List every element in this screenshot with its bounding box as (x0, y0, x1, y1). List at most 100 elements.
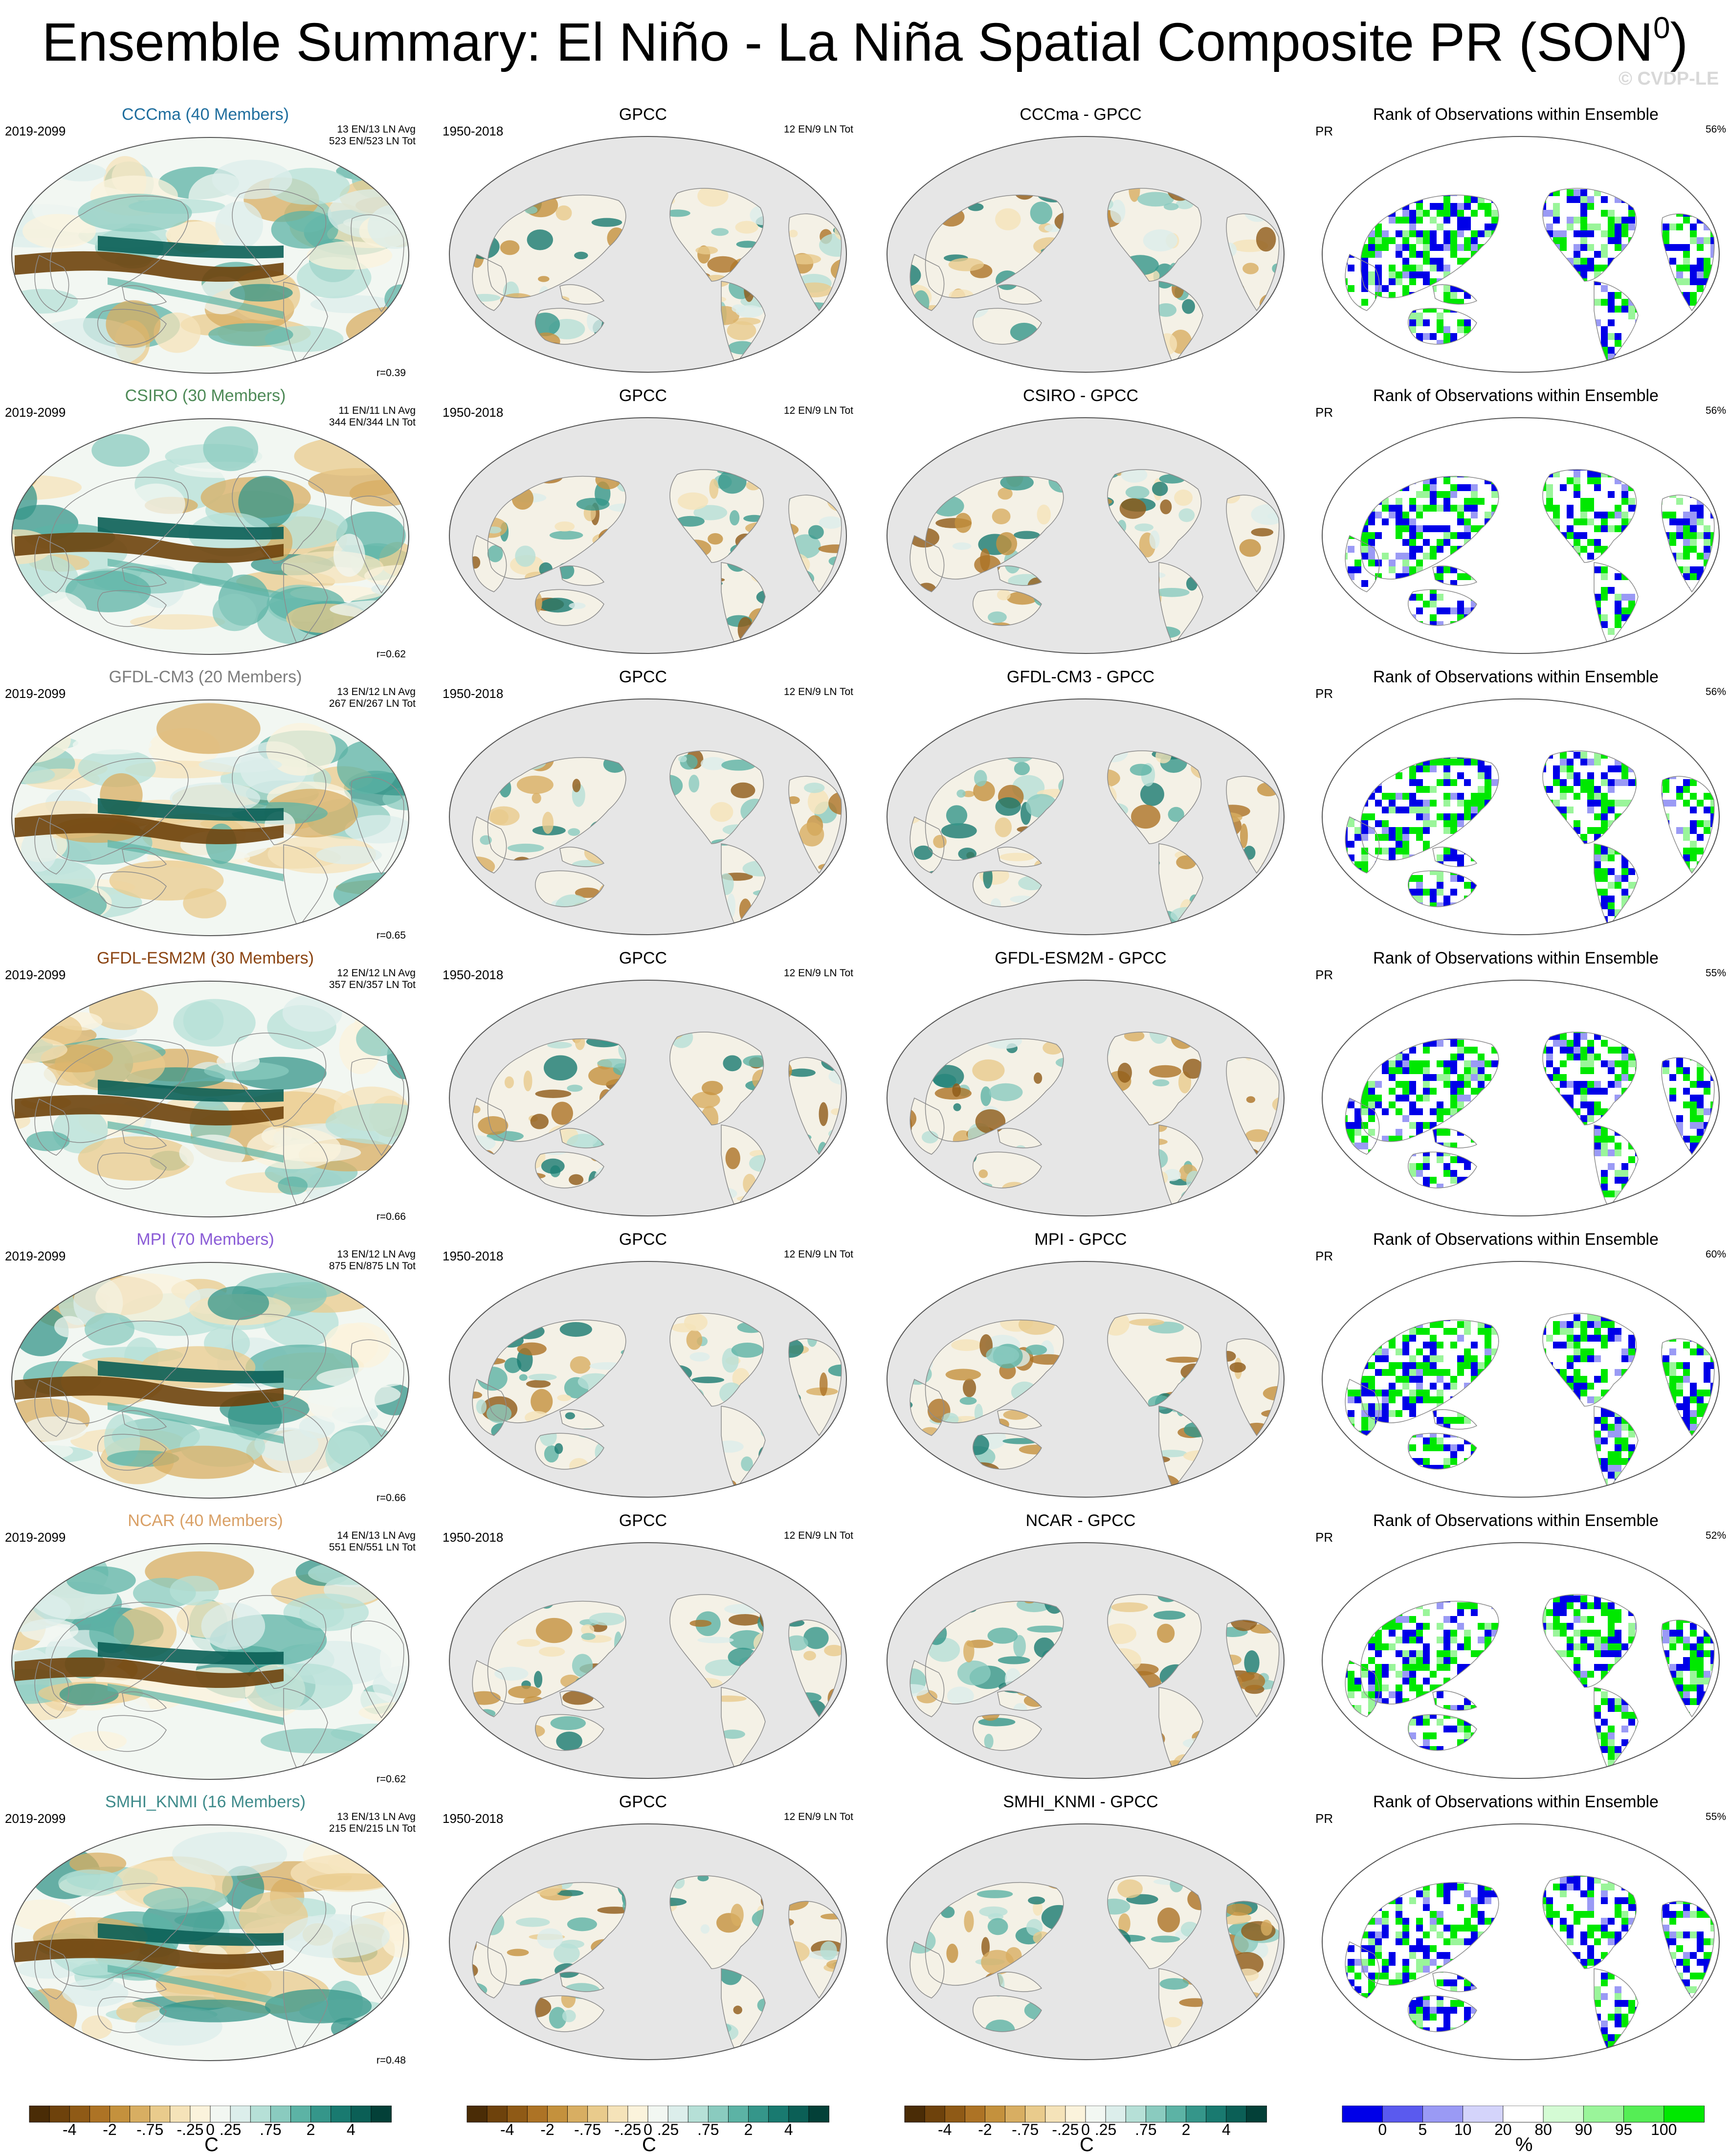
obs-map (447, 416, 848, 655)
colorbar-swatch (965, 2106, 985, 2122)
colorbar-tick-label: -2 (978, 2121, 992, 2135)
rank-map (1320, 978, 1721, 1218)
colorbar-tick-label: 20 (1494, 2121, 1512, 2135)
colorbar-tick-label: -.75 (1012, 2121, 1039, 2135)
colorbar-swatch (331, 2106, 352, 2122)
rank-percent: 55% (1706, 1811, 1726, 1823)
diff-panel: GFDL-CM3 - GPCC (880, 668, 1291, 942)
rank-map (1320, 135, 1721, 374)
colorbar-swatch (1005, 2106, 1026, 2122)
colorbar-swatch (568, 2106, 588, 2122)
avg-count: 13 EN/12 LN Avg (329, 686, 416, 698)
counts-label: 12 EN/9 LN Tot (784, 1530, 853, 1542)
colorbar-tick-label: -2 (540, 2121, 554, 2135)
colorbar-swatch (668, 2106, 688, 2122)
diff-panel: SMHI_KNMI - GPCC (880, 1793, 1291, 2066)
colorbar-swatch (728, 2106, 749, 2122)
panel-title: Rank of Observations within Ensemble (1315, 668, 1716, 687)
panel-title: GFDL-CM3 - GPCC (880, 668, 1281, 687)
colorbar-swatch (487, 2106, 508, 2122)
avg-count: 11 EN/11 LN Avg (329, 405, 416, 417)
colorbar-tick-label: 10 (1454, 2121, 1472, 2135)
model-map (10, 698, 411, 938)
colorbar-tick-label: 0 (1378, 2121, 1387, 2135)
panel-title: MPI (70 Members) (5, 1230, 406, 1249)
colorbar-tick-label: 2 (307, 2121, 315, 2135)
colorbar-swatch (190, 2106, 211, 2122)
diff-map (885, 1541, 1286, 1780)
colorbar-swatch (210, 2106, 231, 2122)
colorbar-swatch (1463, 2106, 1504, 2122)
panel-title: GFDL-ESM2M - GPCC (880, 949, 1281, 968)
colorbar-swatch (809, 2106, 829, 2122)
model-map (10, 1823, 411, 2063)
diff-map (885, 697, 1286, 937)
colorbar-swatch (69, 2106, 90, 2122)
colorbar-swatch (1503, 2106, 1544, 2122)
colorbar-swatch (628, 2106, 648, 2122)
obs-map (447, 135, 848, 374)
counts-label: 12 EN/9 LN Tot (784, 967, 853, 979)
panel-title: NCAR (40 Members) (5, 1511, 406, 1530)
rank-percent: 56% (1706, 405, 1726, 417)
colorbar-tick-label: 4 (347, 2121, 355, 2135)
colorbar-swatch (110, 2106, 130, 2122)
colorbar-tick-label: 100 (1651, 2121, 1677, 2135)
colorbar-swatch (1206, 2106, 1227, 2122)
colorbar-swatch (1025, 2106, 1046, 2122)
colorbar-tick-label: -4 (938, 2121, 952, 2135)
colorbar-swatch (1624, 2106, 1664, 2122)
rank-percent: 56% (1706, 124, 1726, 135)
panel-title: GFDL-ESM2M (30 Members) (5, 949, 406, 968)
colorbar-tick-label: 0 (643, 2121, 652, 2135)
panel-title: NCAR - GPCC (880, 1511, 1281, 1530)
colorbar-swatch (230, 2106, 251, 2122)
model-map (10, 979, 411, 1219)
diff-map (885, 978, 1286, 1218)
model-map (10, 417, 411, 656)
colorbar-swatch (1065, 2106, 1086, 2122)
counts-label: 12 EN/9 LN Tot (784, 405, 853, 417)
rank-percent: 56% (1706, 686, 1726, 698)
colorbar-unit: % (1515, 2134, 1533, 2156)
colorbar-swatch (311, 2106, 332, 2122)
colorbar-tick-label: .25 (1095, 2121, 1116, 2135)
colorbar-unit: C (204, 2134, 219, 2156)
colorbar-tick-label: 2 (744, 2121, 753, 2135)
colorbar-swatch (985, 2106, 1005, 2122)
rank-map (1320, 1259, 1721, 1499)
colorbar-swatch (1246, 2106, 1267, 2122)
colorbar-swatch (527, 2106, 548, 2122)
counts-label: 12 EN/9 LN Tot (784, 686, 853, 698)
diff-map (885, 416, 1286, 655)
rank-map (1320, 1822, 1721, 2062)
colorbar-swatch (1226, 2106, 1247, 2122)
colorbar-swatch (905, 2106, 925, 2122)
rank-percent: 52% (1706, 1530, 1726, 1542)
colorbar-swatch (769, 2106, 789, 2122)
avg-count: 13 EN/13 LN Avg (329, 1811, 416, 1823)
colorbar-tick-label: -2 (103, 2121, 116, 2135)
panel-title: CSIRO (30 Members) (5, 386, 406, 405)
panel-title: GFDL-CM3 (20 Members) (5, 668, 406, 687)
obs-map (447, 1541, 848, 1780)
panel-title: Rank of Observations within Ensemble (1315, 386, 1716, 405)
colorbar-swatch (270, 2106, 291, 2122)
model-map (10, 135, 411, 375)
panel-title: SMHI_KNMI - GPCC (880, 1793, 1281, 1812)
colorbar-swatch (150, 2106, 171, 2122)
colorbar-swatch (1543, 2106, 1584, 2122)
model-map (10, 1542, 411, 1781)
